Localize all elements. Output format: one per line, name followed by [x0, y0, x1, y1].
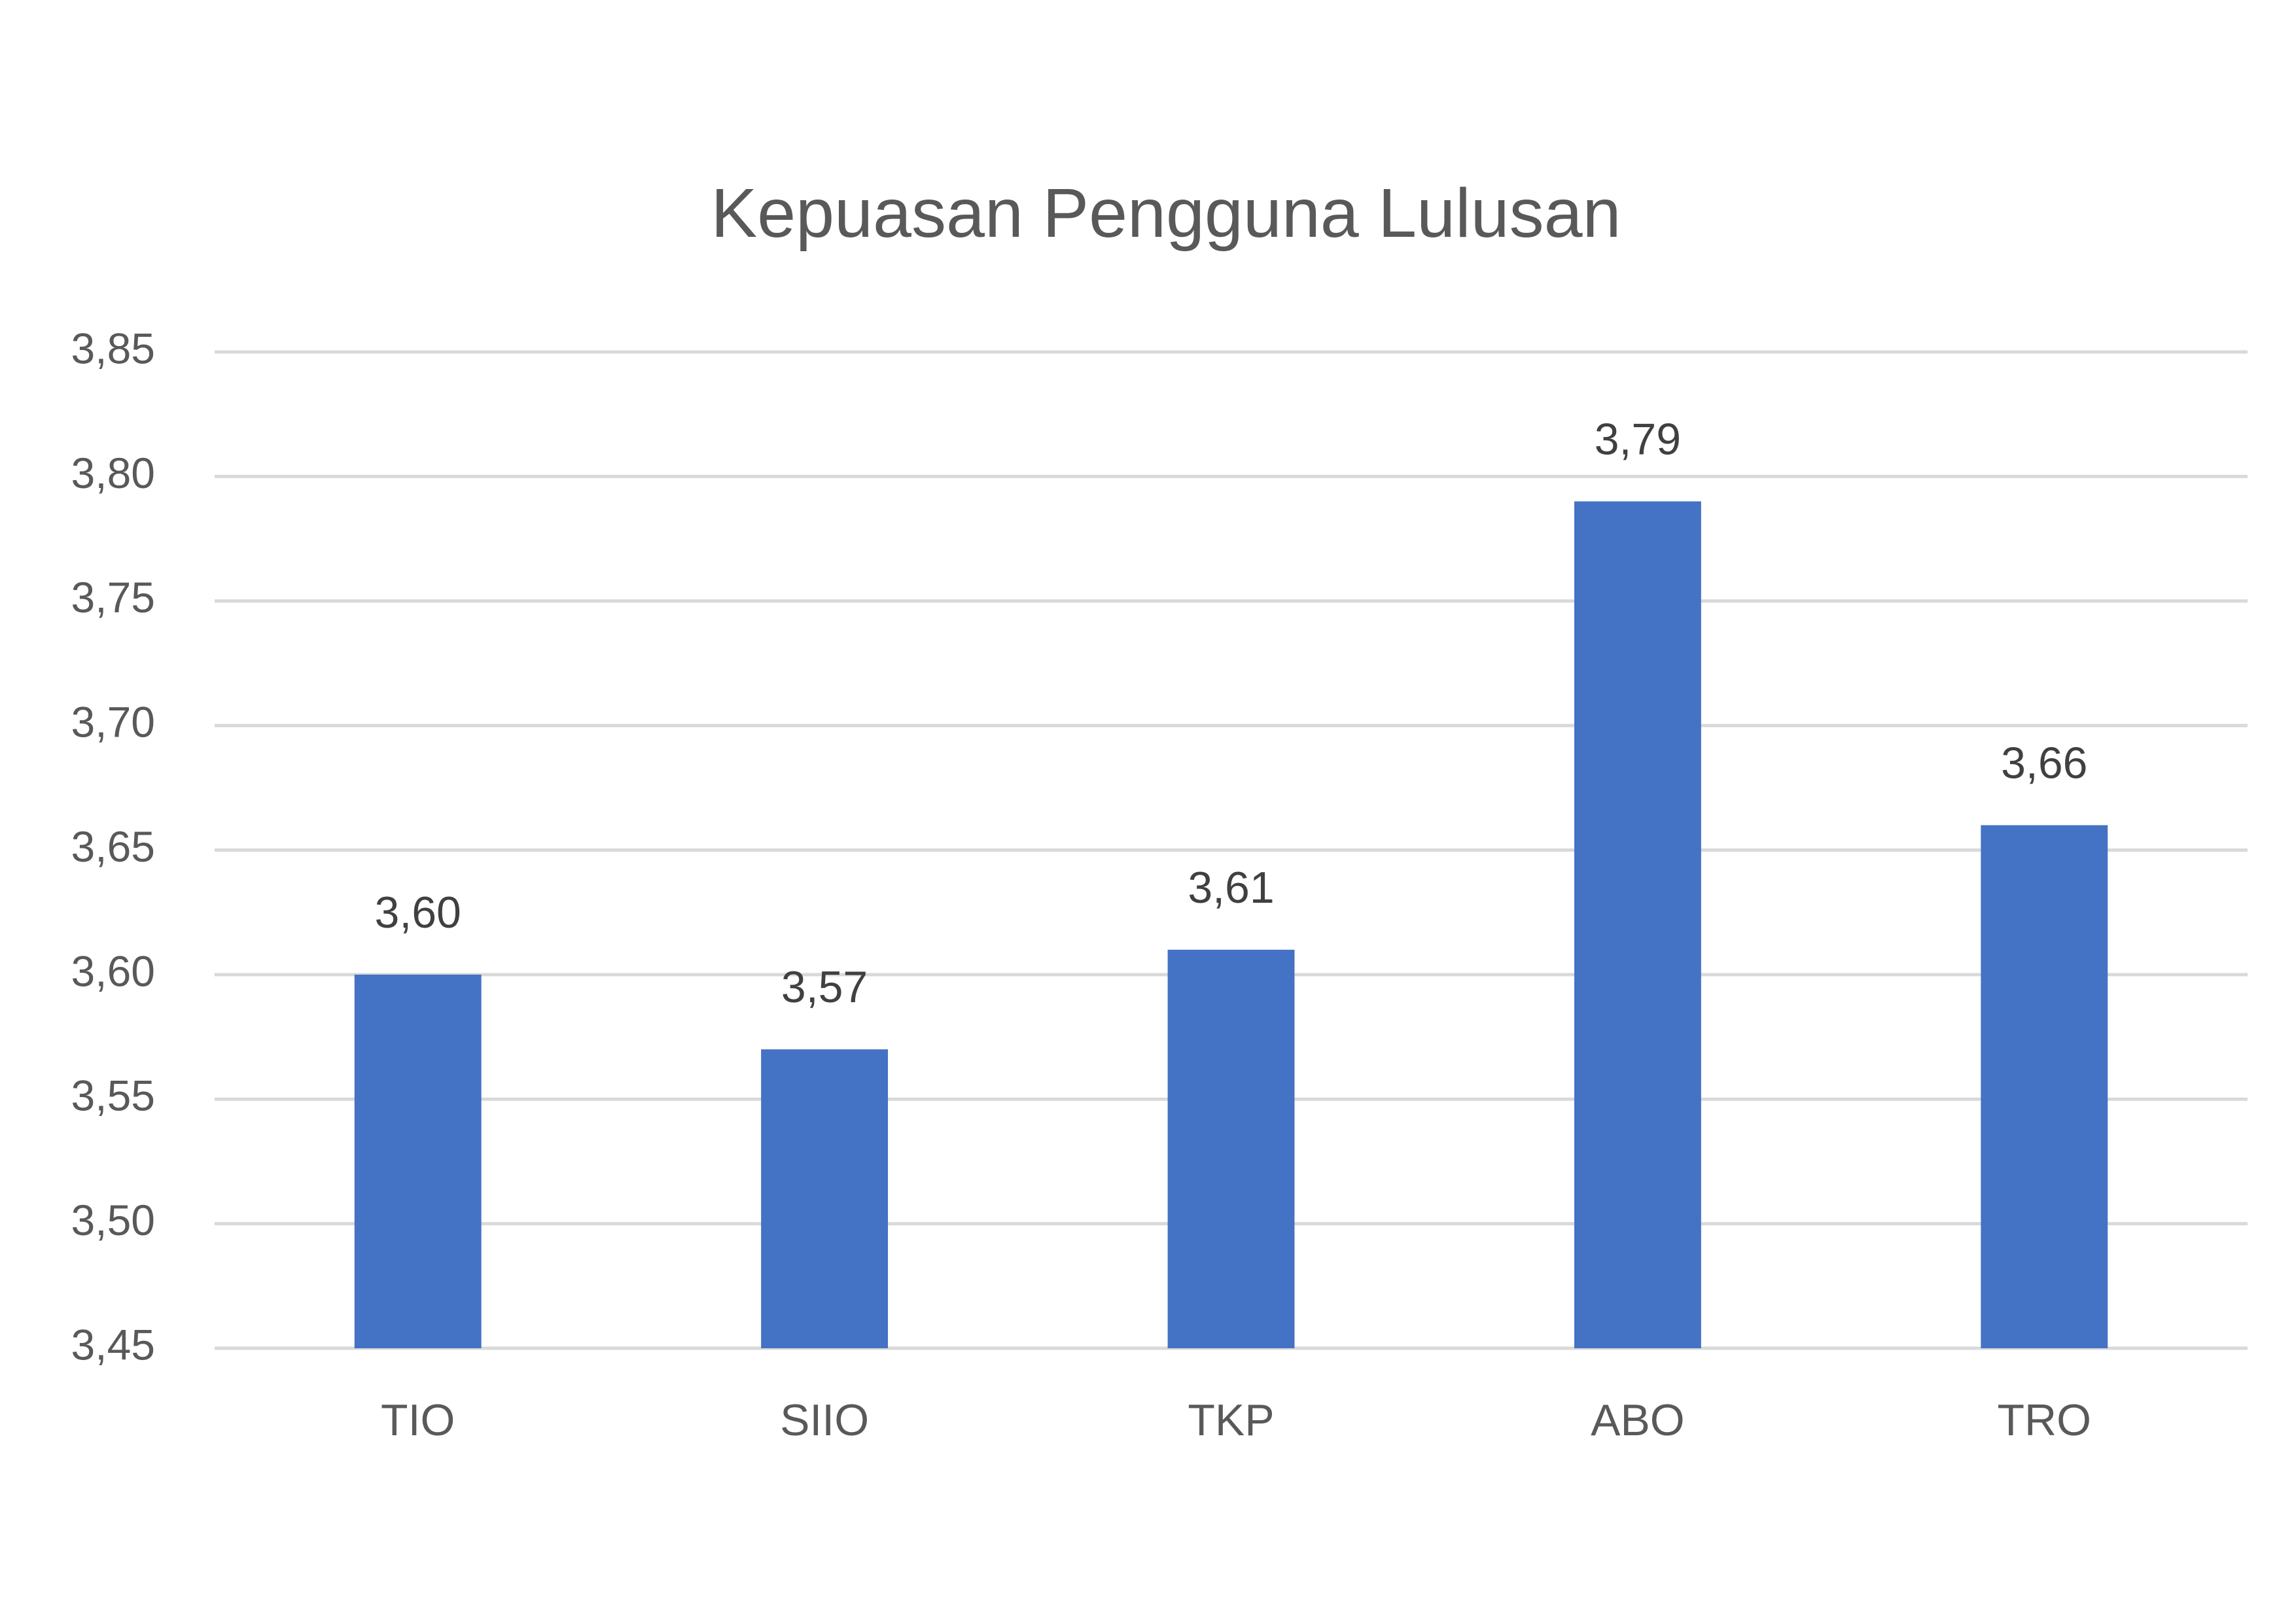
x-tick-label: TIO	[381, 1395, 455, 1445]
data-label: 3,61	[1188, 863, 1274, 913]
bar	[354, 974, 482, 1348]
x-tick-label: ABO	[1591, 1395, 1685, 1445]
y-tick-label: 3,75	[71, 573, 155, 621]
bar	[761, 1049, 889, 1348]
data-label: 3,60	[375, 888, 461, 937]
bar	[1167, 949, 1295, 1348]
x-tick-label: TRO	[1998, 1395, 2092, 1445]
y-tick-label: 3,80	[71, 449, 155, 497]
y-tick-label: 3,65	[71, 822, 155, 871]
x-tick-label: SIIO	[780, 1395, 869, 1445]
y-tick-label: 3,55	[71, 1072, 155, 1120]
y-tick-label: 3,60	[71, 947, 155, 995]
y-tick-label: 3,45	[71, 1320, 155, 1369]
data-label: 3,79	[1595, 414, 1681, 464]
bar	[1574, 501, 1701, 1349]
chart-title: Kepuasan Pengguna Lulusan	[711, 175, 1621, 252]
y-tick-label: 3,85	[71, 324, 155, 372]
y-tick-label: 3,50	[71, 1196, 155, 1244]
x-tick-label: TKP	[1188, 1395, 1274, 1445]
data-label: 3,57	[781, 962, 868, 1012]
bar	[1981, 825, 2108, 1348]
y-tick-label: 3,70	[71, 698, 155, 746]
data-label: 3,66	[2001, 738, 2087, 788]
